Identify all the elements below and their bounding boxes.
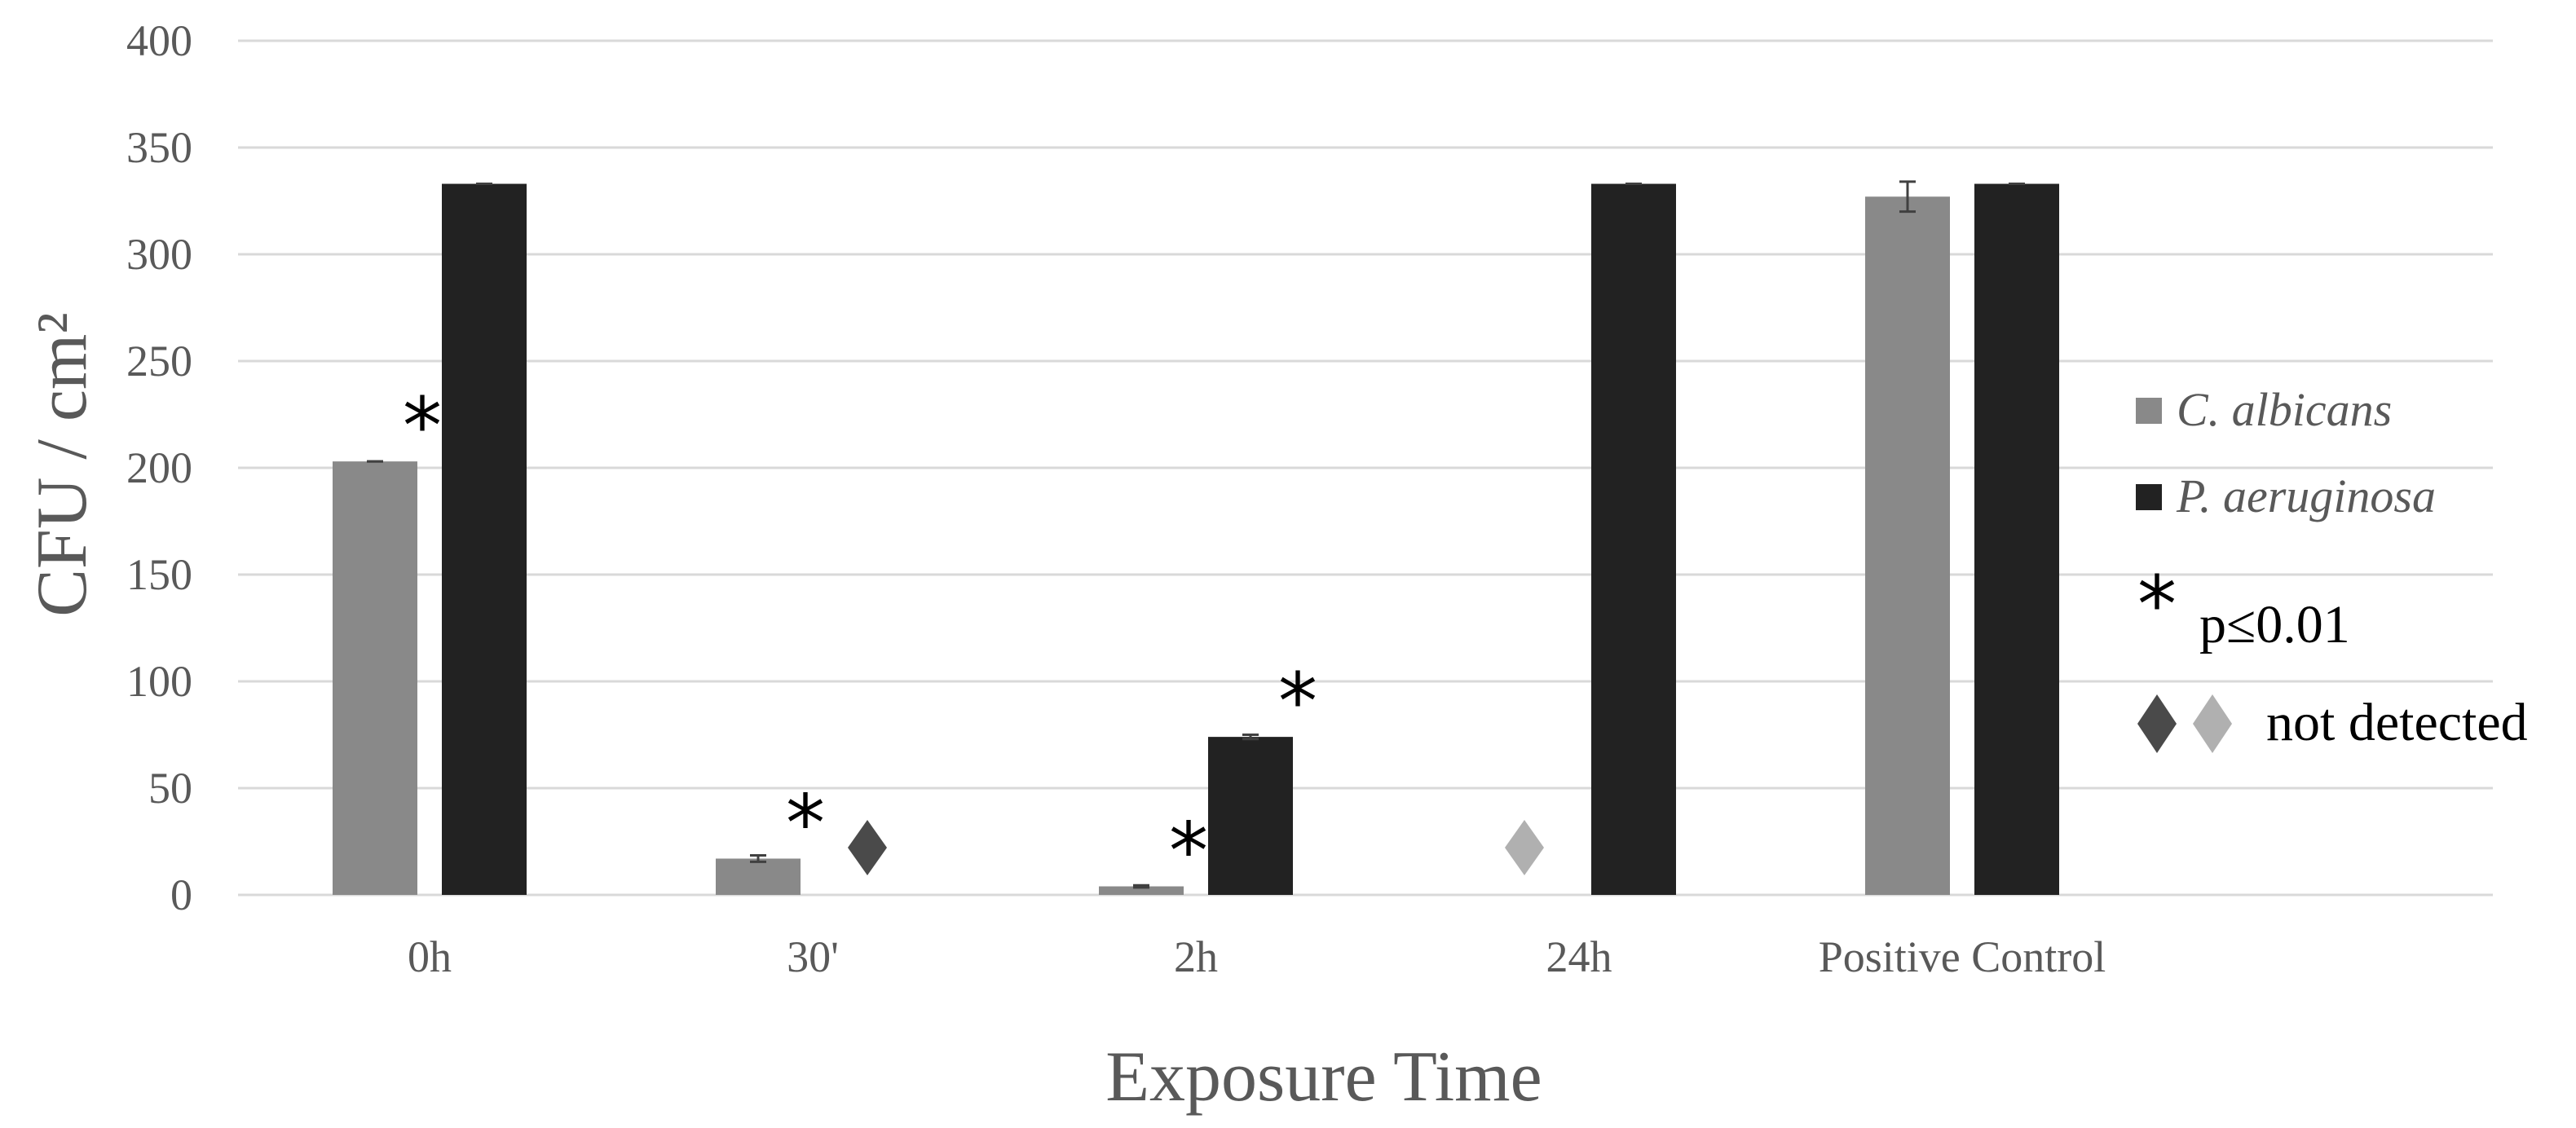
- significance-star-1-2: *: [1278, 656, 1317, 747]
- x-axis-title: Exposure Time: [1105, 1038, 1542, 1117]
- legend-swatch-c-albicans: [2136, 398, 2162, 424]
- bar-p-aeruginosa-2: [1208, 737, 1293, 895]
- bar-c-albicans-2: [1099, 886, 1184, 895]
- x-tick-2: 2h: [1174, 932, 1218, 981]
- x-tick-3: 24h: [1546, 932, 1612, 981]
- y-tick-200: 200: [126, 443, 192, 492]
- legend-significance-symbol: *: [2137, 559, 2177, 650]
- legend-label-p-aeruginosa: P. aeruginosa: [2176, 469, 2436, 522]
- y-tick-150: 150: [126, 550, 192, 599]
- legend-swatch-p-aeruginosa: [2136, 484, 2162, 510]
- y-tick-100: 100: [126, 657, 192, 706]
- legend-significance-label: p≤0.01: [2199, 595, 2350, 654]
- y-axis-title: CFU / cm²: [23, 312, 102, 617]
- y-tick-0: 0: [170, 870, 192, 919]
- legend-not-detected-label: not detected: [2266, 693, 2528, 752]
- x-tick-0: 0h: [408, 932, 452, 981]
- significance-star-0-2: *: [1169, 806, 1208, 897]
- significance-star-0-1: *: [786, 778, 825, 869]
- significance-star-0-0: *: [403, 381, 442, 472]
- legend: C. albicans P. aeruginosa * p≤0.01 not d…: [2136, 383, 2528, 753]
- bar-c-albicans-0: [333, 461, 417, 895]
- legend-not-detected-diamond-light: [2193, 694, 2232, 753]
- not-detected-diamond-0-3: [1505, 820, 1544, 875]
- bar-p-aeruginosa-0: [442, 183, 527, 896]
- bar-p-aeruginosa-3: [1591, 183, 1676, 896]
- legend-not-detected-diamond-dark: [2137, 694, 2177, 753]
- y-tick-350: 350: [126, 123, 192, 172]
- x-tick-1: 30': [787, 932, 839, 981]
- x-tick-4: Positive Control: [1819, 932, 2106, 981]
- x-tick-labels: 0h 30' 2h 24h Positive Control: [408, 932, 2106, 981]
- bar-p-aeruginosa-4: [1974, 183, 2059, 896]
- not-detected-diamond-1-1: [848, 820, 887, 875]
- y-tick-250: 250: [126, 337, 192, 386]
- y-tick-300: 300: [126, 230, 192, 279]
- bar-c-albicans-4: [1865, 196, 1950, 895]
- y-tick-50: 50: [148, 764, 192, 813]
- bars: [333, 183, 2059, 896]
- bar-c-albicans-1: [716, 858, 801, 895]
- grid-lines: [238, 39, 2493, 897]
- y-tick-400: 400: [126, 16, 192, 65]
- legend-label-c-albicans: C. albicans: [2177, 383, 2392, 436]
- markers: * * * *: [367, 180, 2025, 897]
- y-tick-labels: 0 50 100 150 200 250 300 350 400: [126, 16, 192, 919]
